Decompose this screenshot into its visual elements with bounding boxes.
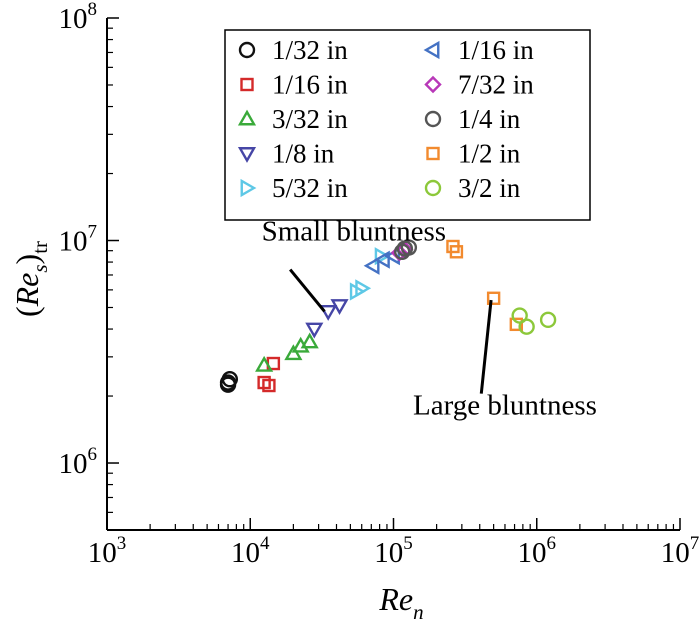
legend-item: 1/4 in <box>424 104 521 134</box>
legend-item: 7/32 in <box>424 70 534 100</box>
legend-item: 5/32 in <box>240 173 348 203</box>
legend-label: 1/4 in <box>458 104 521 134</box>
annotation-leader-line <box>289 268 326 313</box>
legend-item: 3/2 in <box>424 173 521 203</box>
series-2 <box>255 332 319 372</box>
data-point <box>319 304 338 321</box>
x-tick-label: 104 <box>231 533 270 569</box>
data-point <box>284 344 303 361</box>
legend-item: 1/8 in <box>237 139 335 169</box>
data-point <box>509 317 524 332</box>
data-point <box>393 243 411 260</box>
legend-label: 5/32 in <box>272 173 348 203</box>
data-point <box>363 256 380 275</box>
y-tick-label: 107 <box>59 222 98 258</box>
data-point <box>300 332 319 349</box>
data-points <box>219 239 557 393</box>
legend-label: 1/8 in <box>272 139 335 169</box>
annotations: Small bluntness Large bluntness <box>262 216 597 422</box>
legend-marker <box>237 147 257 163</box>
y-tick-label: 106 <box>59 444 98 480</box>
y-axis-title: (Res)tr <box>9 241 52 317</box>
series-7 <box>393 239 418 260</box>
data-point <box>305 322 324 339</box>
data-point <box>518 318 535 335</box>
data-point <box>486 291 501 305</box>
data-point <box>374 247 391 266</box>
legend-label: 3/2 in <box>458 173 521 203</box>
x-tick-label: 106 <box>518 533 557 569</box>
data-point <box>219 376 237 393</box>
x-tick-label: 103 <box>88 533 127 569</box>
data-point <box>449 245 464 259</box>
legend-box <box>224 29 591 221</box>
legend-item: 1/32 in <box>238 35 348 65</box>
legend-item: 1/16 in <box>423 35 534 65</box>
annotation-label: Small bluntness <box>262 216 446 248</box>
annotation-label: Large bluntness <box>413 390 597 422</box>
data-point <box>355 279 372 298</box>
data-point <box>255 355 274 372</box>
legend-label: 1/2 in <box>458 139 521 169</box>
legend-marker <box>240 178 257 198</box>
legend-label: 7/32 in <box>458 70 534 100</box>
legend-label: 1/16 in <box>458 35 534 65</box>
legend-label: 1/16 in <box>272 70 348 100</box>
legend-marker <box>426 146 440 161</box>
legend-item: 1/2 in <box>426 139 521 169</box>
series-0 <box>219 371 239 393</box>
annotation-leader-line <box>479 299 493 394</box>
x-axis-title: Ren <box>378 581 423 624</box>
legend-label: 3/32 in <box>272 104 348 134</box>
legend-item: 1/16 in <box>240 70 348 100</box>
series-9 <box>511 307 557 335</box>
legend: 1/32 in 1/16 in 3/32 in 1/8 in 5/32 in 1/16 i… <box>224 29 591 221</box>
data-point <box>330 299 349 315</box>
series-3 <box>305 299 349 339</box>
legend-marker <box>238 41 256 59</box>
y-tick-label: 108 <box>59 0 98 35</box>
legend-marker <box>424 110 442 128</box>
legend-item: 3/32 in <box>237 104 348 134</box>
axis-titles: Ren (Res)tr <box>9 241 424 624</box>
legend-marker <box>237 109 257 126</box>
legend-marker <box>240 77 254 92</box>
legend-label: 1/32 in <box>272 35 348 65</box>
legend-marker <box>423 40 440 60</box>
series-8 <box>446 239 524 332</box>
x-tick-label: 107 <box>661 533 700 569</box>
data-point <box>373 250 390 269</box>
axis-ticks: 103 104 105 106 107 106 107 108 <box>59 0 700 569</box>
data-point <box>539 311 557 329</box>
legend-marker <box>424 75 442 94</box>
series-4 <box>349 247 391 301</box>
data-point <box>262 378 276 393</box>
legend-marker <box>424 179 442 197</box>
x-tick-label: 105 <box>374 533 413 569</box>
